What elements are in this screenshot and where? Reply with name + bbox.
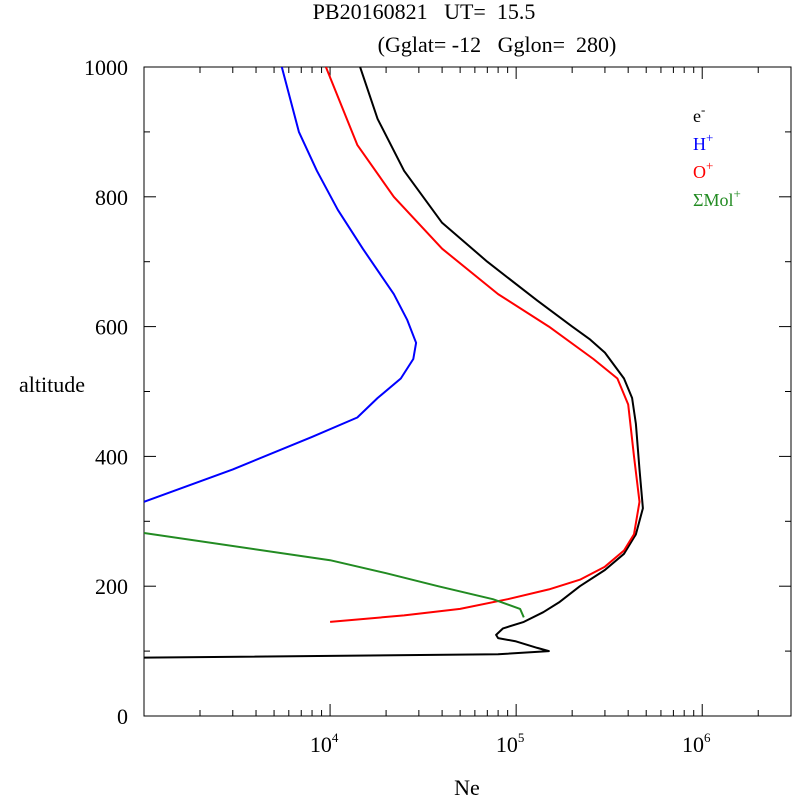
series-line-ΣMol (144, 532, 525, 618)
legend-entry-name: ΣMol (693, 190, 733, 210)
chart-subtitle: (Gglat= -12 Gglon= 280) (378, 32, 617, 57)
x-tick-label-exponent: 6 (704, 730, 711, 745)
series-lines (144, 67, 644, 659)
y-tick-label: 1000 (84, 55, 128, 80)
x-tick-label-base: 10 (496, 732, 518, 757)
legend-entry-ΣMol: ΣMol+ (693, 186, 741, 210)
axis-ticks (144, 66, 791, 717)
x-tick-label-base: 10 (310, 732, 332, 757)
legend-entry-charge: - (701, 102, 705, 117)
legend-entry-charge: + (733, 186, 740, 201)
y-tick-label: 200 (95, 574, 128, 599)
y-axis-label: altitude (19, 372, 85, 397)
y-tick-label: 0 (117, 704, 128, 729)
legend-entry-O: O+ (693, 158, 713, 182)
x-tick-label: 104 (310, 730, 339, 757)
x-tick-label-base: 10 (682, 732, 704, 757)
x-axis-label: Ne (454, 775, 480, 796)
series-line-O (324, 67, 641, 623)
legend-entry-name: e (693, 106, 701, 126)
legend-entry-name: H (693, 134, 706, 154)
y-tick-label: 800 (95, 185, 128, 210)
x-tick-labels: 104 105 106 (310, 730, 711, 757)
legend-entry-charge: + (706, 158, 713, 173)
x-tick-label: 106 (682, 730, 711, 757)
y-tick-label: 600 (95, 315, 128, 340)
x-tick-label-exponent: 4 (332, 730, 339, 745)
legend-entry-charge: + (706, 130, 713, 145)
chart-title: PB20160821 UT= 15.5 (313, 0, 536, 24)
legend-entry-e: e- (693, 102, 705, 126)
x-tick-label: 105 (496, 730, 525, 757)
legend-entry-name: O (693, 162, 706, 182)
y-tick-labels: 0 200 400 600 800 1000 (84, 55, 128, 729)
x-tick-label-exponent: 5 (518, 730, 525, 745)
series-line-H (144, 67, 418, 503)
legend: e-H+O+ΣMol+ (693, 102, 741, 210)
y-tick-label: 400 (95, 444, 128, 469)
legend-entry-H: H+ (693, 130, 713, 154)
series-line-e (144, 67, 644, 659)
